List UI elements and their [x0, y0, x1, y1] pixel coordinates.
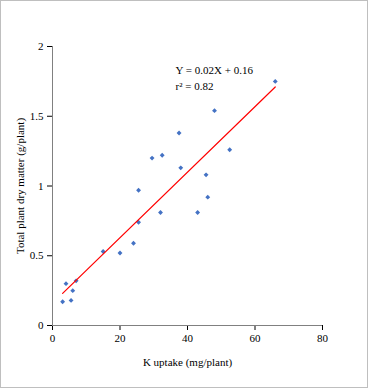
- svg-text:0: 0: [38, 319, 44, 331]
- svg-text:1: 1: [38, 180, 44, 192]
- svg-text:0: 0: [50, 332, 56, 344]
- svg-text:80: 80: [317, 332, 329, 344]
- svg-text:Total plant dry matter (g/plan: Total plant dry matter (g/plant): [14, 118, 27, 254]
- svg-text:20: 20: [115, 332, 127, 344]
- svg-text:Y = 0.02X + 0.16: Y = 0.02X + 0.16: [176, 64, 254, 76]
- svg-text:40: 40: [182, 332, 194, 344]
- svg-text:1.5: 1.5: [30, 110, 44, 122]
- svg-text:r² = 0.82: r² = 0.82: [176, 80, 214, 92]
- svg-text:60: 60: [250, 332, 262, 344]
- svg-text:2: 2: [38, 40, 44, 52]
- svg-text:0.5: 0.5: [30, 249, 44, 261]
- svg-text:K uptake (mg/plant): K uptake (mg/plant): [143, 356, 233, 369]
